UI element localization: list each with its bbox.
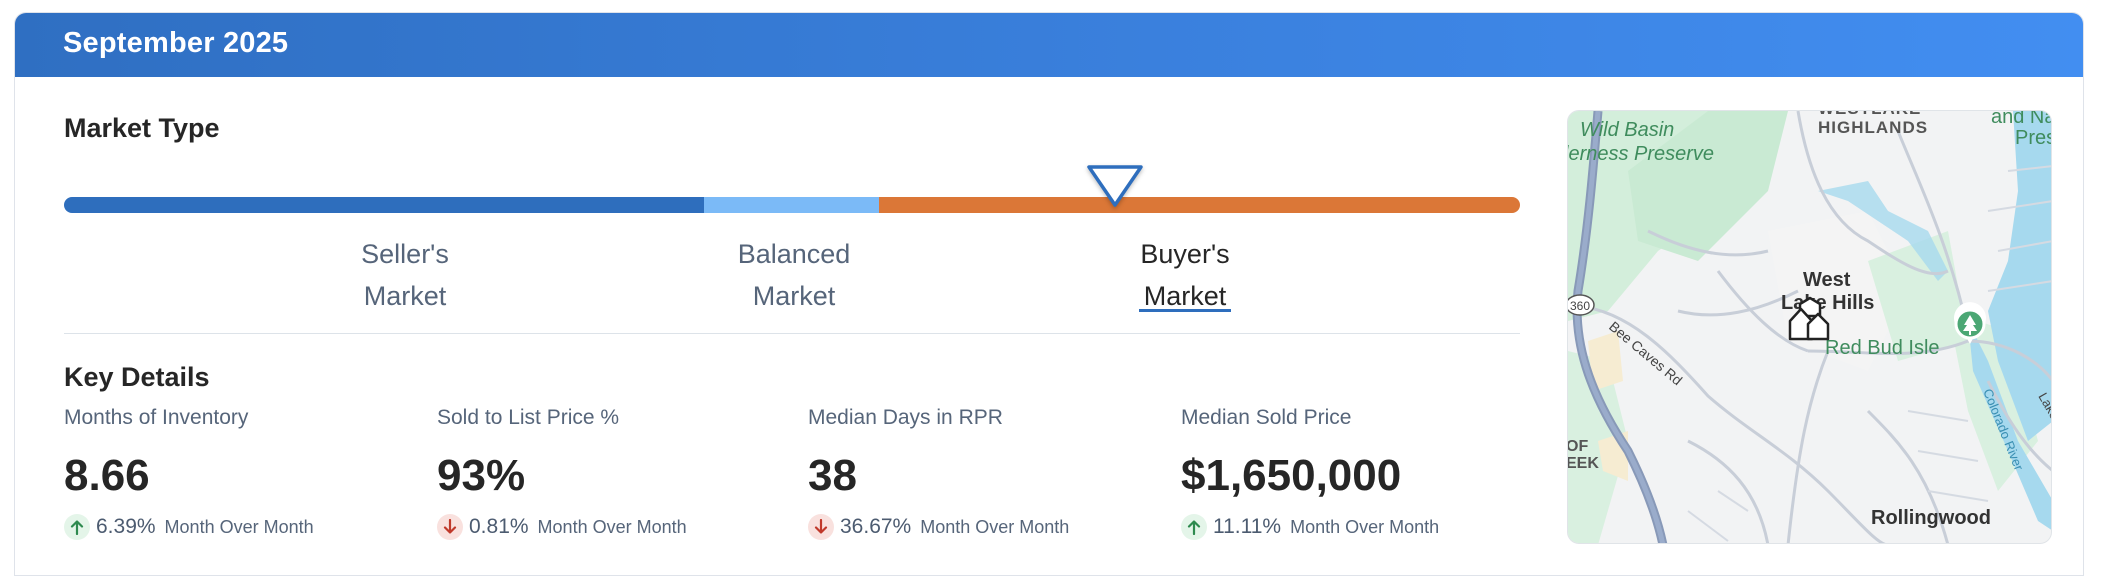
buyers-market-segment: [879, 197, 1520, 213]
sellers-market-segment: [64, 197, 704, 213]
svg-text:lerness Preserve: lerness Preserve: [1568, 143, 1714, 165]
metric-value: 38: [808, 451, 857, 500]
market-summary-card: September 2025 Market Type Seller's Mark…: [14, 12, 2084, 576]
metric-value: 93%: [437, 451, 526, 500]
arrow-down-icon: [808, 514, 834, 540]
balanced-market-label[interactable]: Balanced Market: [737, 239, 851, 311]
metric-change: 11.11% Month Over Month: [1181, 512, 1541, 542]
svg-text:OF: OF: [1568, 438, 1588, 455]
metric-label: Median Sold Price: [1181, 406, 1352, 429]
metric-median-sold-price: Median Sold Price $1,650,000 11.11% Mont…: [1181, 406, 1541, 542]
market-indicator-triangle-icon: [1087, 165, 1143, 207]
metric-label: Median Days in RPR: [808, 406, 1003, 429]
svg-text:Wild Basin: Wild Basin: [1580, 119, 1674, 141]
balanced-market-segment: [704, 197, 879, 213]
metric-label: Months of Inventory: [64, 406, 249, 429]
svg-text:360: 360: [1570, 299, 1590, 313]
svg-text:Lake Hills: Lake Hills: [1781, 292, 1874, 314]
metric-sold-to-list-price: Sold to List Price % 93% 0.81% Month Ove…: [437, 406, 797, 542]
location-map[interactable]: 360 WESTLAKE HIGHLANDS Wild Basin lernes…: [1567, 110, 2052, 544]
park-pin-icon: [1954, 302, 1986, 344]
metric-value: $1,650,000: [1181, 451, 1402, 500]
arrow-up-icon: [64, 514, 90, 540]
section-divider: [64, 333, 1520, 334]
metric-change: 0.81% Month Over Month: [437, 512, 797, 542]
metric-median-days-in-rpr: Median Days in RPR 38 36.67% Month Over …: [808, 406, 1168, 542]
card-header: September 2025: [15, 13, 2083, 77]
buyers-market-label[interactable]: Buyer's Market: [1140, 239, 1230, 311]
map-graphic: 360 WESTLAKE HIGHLANDS Wild Basin lernes…: [1568, 111, 2052, 543]
svg-text:WESTLAKE: WESTLAKE: [1818, 111, 1921, 118]
metric-change: 36.67% Month Over Month: [808, 512, 1168, 542]
svg-text:and Na: and Na: [1991, 111, 2052, 128]
svg-text:HIGHLANDS: HIGHLANDS: [1818, 118, 1928, 137]
svg-text:Red Bud Isle: Red Bud Isle: [1825, 337, 1940, 359]
route-360-shield-icon: 360: [1568, 294, 1595, 316]
arrow-up-icon: [1181, 514, 1207, 540]
market-type-heading: Market Type: [64, 113, 220, 143]
svg-text:Pres: Pres: [2015, 127, 2052, 149]
sellers-market-label[interactable]: Seller's Market: [361, 239, 449, 311]
active-market-underline: [1139, 309, 1231, 312]
svg-text:West: West: [1803, 269, 1851, 291]
arrow-down-icon: [437, 514, 463, 540]
svg-text:Rollingwood: Rollingwood: [1871, 507, 1991, 529]
svg-text:EEK: EEK: [1568, 455, 1599, 472]
metric-months-of-inventory: Months of Inventory 8.66 6.39% Month Ove…: [64, 406, 424, 542]
key-details-heading: Key Details: [64, 362, 210, 392]
metric-label: Sold to List Price %: [437, 406, 620, 429]
property-cluster-icon: [1788, 296, 1830, 341]
metric-change: 6.39% Month Over Month: [64, 512, 424, 542]
period-title: September 2025: [63, 27, 289, 59]
metric-value: 8.66: [64, 451, 150, 500]
